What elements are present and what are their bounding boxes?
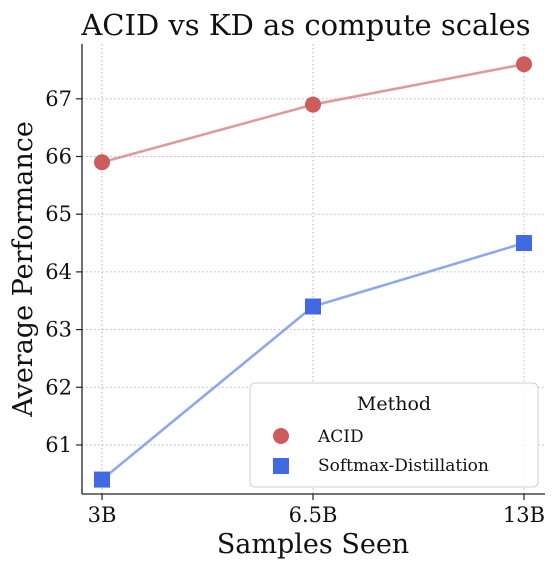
series-layer <box>94 56 532 488</box>
legend: Method ACID Softmax-Distillation <box>249 382 539 488</box>
legend-marker-acid <box>273 428 289 444</box>
y-tick-label: 66 <box>45 145 72 169</box>
x-tick-label: 3B <box>88 503 117 527</box>
y-tick-label: 61 <box>45 433 72 457</box>
chart-title: ACID vs KD as compute scales <box>80 8 530 42</box>
y-tick-label: 63 <box>45 318 72 342</box>
y-ticks: 61 62 63 64 65 66 67 <box>45 87 82 457</box>
x-tick-label: 13B <box>503 503 545 527</box>
grid <box>82 44 545 494</box>
legend-label-acid: ACID <box>317 427 364 447</box>
legend-label-softmax-distillation: Softmax-Distillation <box>318 456 489 476</box>
data-point-acid <box>94 154 110 171</box>
y-tick-label: 67 <box>45 87 72 111</box>
data-point-acid <box>305 96 321 113</box>
x-axis-label: Samples Seen <box>217 529 409 560</box>
y-tick-label: 65 <box>45 202 72 226</box>
data-point-softmax-distillation <box>305 298 321 315</box>
legend-box <box>249 382 539 488</box>
data-point-acid <box>516 56 532 73</box>
x-tick-label: 6.5B <box>289 503 338 527</box>
data-point-softmax-distillation <box>516 235 532 252</box>
data-point-softmax-distillation <box>94 471 110 488</box>
legend-marker-softmax-distillation <box>273 458 289 474</box>
x-ticks: 3B 6.5B 13B <box>88 494 545 527</box>
legend-title: Method <box>357 393 431 415</box>
y-tick-label: 62 <box>45 375 72 399</box>
y-axis-label: Average Performance <box>8 121 39 418</box>
y-tick-label: 64 <box>45 260 72 284</box>
